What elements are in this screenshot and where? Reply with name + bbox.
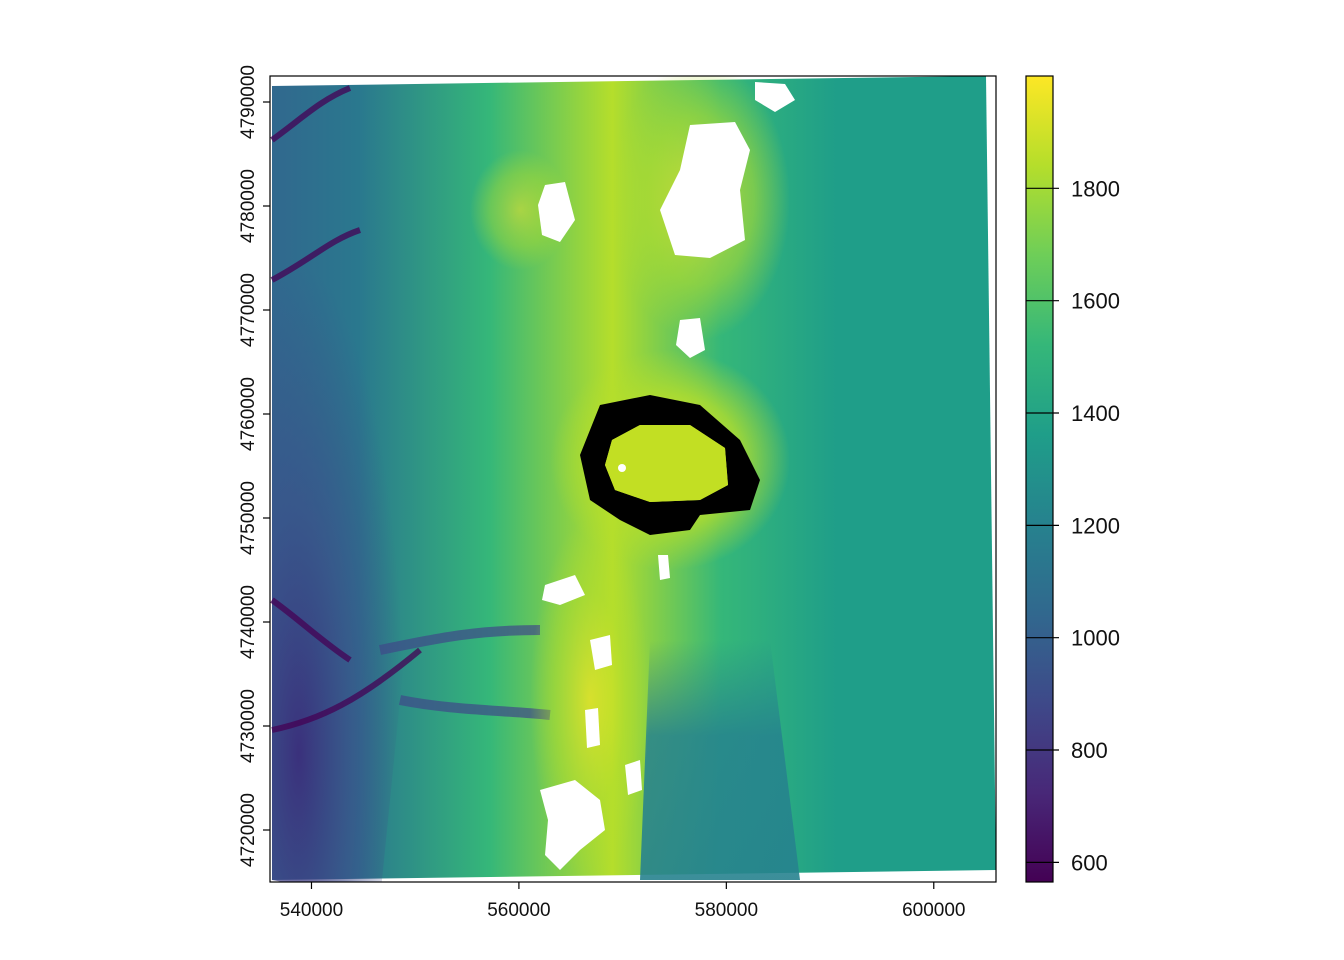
y-tick-label: 4760000 — [238, 377, 259, 451]
na-south-3 — [585, 708, 600, 748]
na-crater-rim — [580, 395, 760, 535]
colorbar-ramp — [1025, 75, 1054, 883]
colorbar-tick-label: 800 — [1071, 738, 1108, 763]
colorbar-tick-label: 1800 — [1071, 176, 1120, 201]
na-south-1 — [542, 575, 585, 605]
colorbar: 600 800 1000 1200 1400 1600 1800 — [1025, 75, 1120, 883]
colorbar-tick-label: 600 — [1071, 850, 1108, 875]
y-tick-label: 4730000 — [238, 689, 259, 763]
x-tick-label: 540000 — [280, 900, 343, 921]
colorbar-tick-label: 1000 — [1071, 626, 1120, 651]
na-south-4 — [540, 780, 605, 870]
na-south-2 — [590, 635, 612, 670]
y-tick-label: 4720000 — [238, 793, 259, 867]
plot-frame — [269, 75, 997, 883]
elevation-raster — [270, 76, 996, 882]
na-peak-west — [538, 182, 575, 242]
northwest-ridge — [470, 150, 570, 270]
y-axis: 4720000 4730000 4740000 4750000 4760000 47700… — [238, 65, 270, 867]
x-tick-label: 580000 — [695, 900, 758, 921]
western-lowlands — [272, 86, 450, 882]
western-drainage — [270, 85, 422, 733]
x-tick-label: 600000 — [902, 900, 965, 921]
colorbar-tick-label: 1200 — [1071, 513, 1120, 538]
y-tick-label: 4770000 — [238, 273, 259, 347]
na-peak-small — [676, 318, 705, 358]
y-tick-label: 4790000 — [238, 65, 259, 139]
colorbar-tick-label: 1600 — [1071, 289, 1120, 314]
na-south-5 — [625, 760, 642, 795]
na-south-6 — [658, 555, 670, 580]
wizard-island — [618, 464, 626, 472]
y-tick-label: 4780000 — [238, 169, 259, 243]
na-peak-northeast — [755, 82, 795, 112]
x-axis: 540000 560000 580000 600000 — [280, 882, 965, 921]
y-tick-label: 4750000 — [238, 481, 259, 555]
x-tick-label: 560000 — [487, 900, 550, 921]
y-tick-label: 4740000 — [238, 585, 259, 659]
na-regions — [538, 82, 795, 870]
colorbar-tick-label: 1400 — [1071, 401, 1120, 426]
crater-lake — [605, 425, 728, 502]
na-peak-north — [660, 122, 750, 258]
southern-basin — [640, 640, 800, 880]
